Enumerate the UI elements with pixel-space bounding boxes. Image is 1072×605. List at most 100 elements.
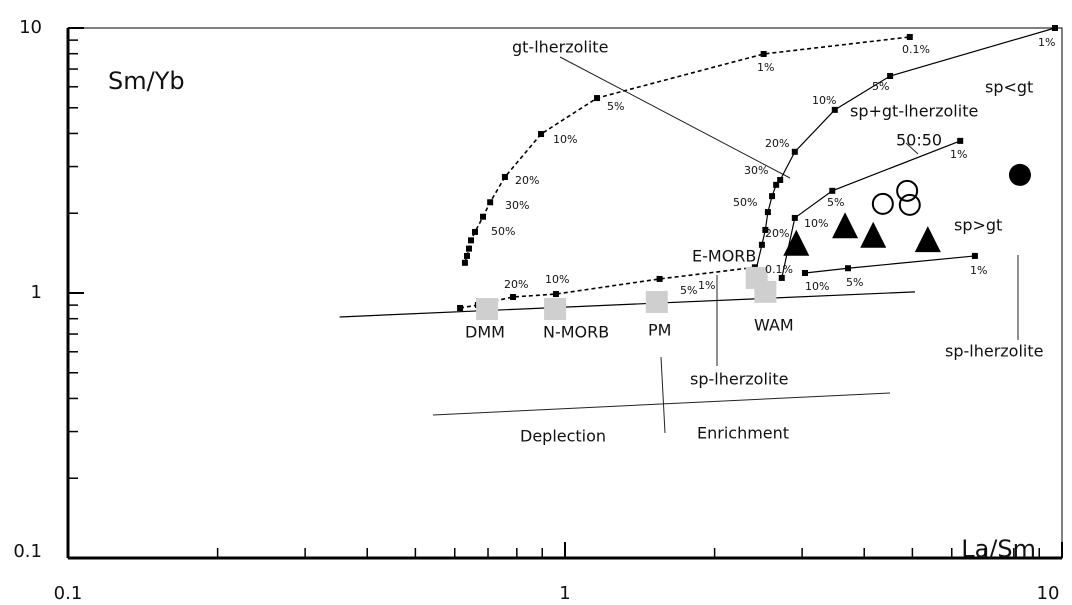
annotation: PM: [648, 321, 671, 340]
annotation: gt-lherzolite: [512, 38, 608, 57]
point: [831, 106, 838, 113]
percent-label: 10%: [805, 280, 829, 293]
trend-line: [432, 392, 891, 416]
point: [871, 192, 894, 215]
point: [777, 176, 784, 183]
point: [461, 259, 468, 266]
point: [471, 228, 478, 235]
annotation: sp-lherzolite: [945, 342, 1043, 361]
annotation: WAM: [754, 316, 794, 335]
point: [769, 193, 776, 200]
curve: [781, 140, 961, 279]
point: [538, 131, 545, 138]
percent-label: 5%: [607, 100, 624, 113]
x-tick-label: 0.1: [54, 583, 83, 604]
y-tick-label: 1: [31, 282, 42, 303]
percent-label: 50%: [491, 225, 515, 238]
percent-label: 1%: [970, 264, 987, 277]
annotation: sp+gt-lherzolite: [850, 102, 978, 121]
point: [860, 221, 887, 248]
point: [971, 252, 978, 259]
percent-label: 30%: [744, 164, 768, 177]
curve: [464, 36, 910, 264]
point: [844, 265, 851, 272]
point: [773, 181, 780, 188]
leader-line: [559, 56, 791, 179]
percent-label: 10%: [804, 217, 828, 230]
percent-label: 10%: [812, 94, 836, 107]
point: [762, 226, 769, 233]
point: [645, 290, 668, 313]
point: [480, 213, 487, 220]
point: [510, 293, 517, 300]
point: [957, 137, 964, 144]
point: [656, 275, 663, 282]
point: [476, 298, 499, 321]
point: [832, 212, 859, 239]
point: [544, 298, 567, 321]
point: [906, 33, 913, 40]
point: [552, 291, 559, 298]
annotation: 50:50: [896, 131, 942, 150]
percent-label: 30%: [505, 199, 529, 212]
x-tick-label: 1: [559, 583, 570, 604]
point: [896, 179, 919, 202]
curve: [339, 291, 915, 318]
point: [898, 193, 921, 216]
point: [1051, 25, 1058, 31]
point: [791, 214, 798, 221]
point: [487, 199, 494, 206]
percent-label: 1%: [950, 148, 967, 161]
annotation: E-MORB: [692, 247, 756, 266]
point: [760, 50, 767, 57]
percent-label: 20%: [765, 137, 789, 150]
percent-label: 20%: [765, 227, 789, 240]
annotation: N-MORB: [543, 323, 609, 342]
percent-label: 20%: [515, 174, 539, 187]
percent-label: 5%: [680, 284, 697, 297]
point: [764, 209, 771, 216]
point: [754, 280, 777, 303]
point: [801, 269, 808, 276]
annotation: sp-lherzolite: [690, 370, 788, 389]
point: [758, 241, 765, 248]
curve: [804, 255, 975, 274]
point: [457, 304, 464, 311]
percent-label: 1%: [698, 279, 715, 292]
y-tick-label: 10: [19, 17, 42, 38]
point: [463, 252, 470, 259]
point: [1008, 163, 1031, 186]
point: [829, 187, 836, 194]
y-axis-title: Sm/Yb: [108, 67, 185, 95]
percent-label: 50%: [733, 196, 757, 209]
annotation: DMM: [465, 323, 505, 342]
percent-label: 5%: [827, 196, 844, 209]
percent-label: 20%: [504, 278, 528, 291]
point: [914, 226, 941, 253]
annotation: Enrichment: [697, 424, 789, 443]
percent-label: 1%: [1038, 36, 1055, 49]
x-axis-title: La/Sm: [961, 535, 1036, 563]
point: [466, 245, 473, 252]
point: [791, 148, 798, 155]
point: [501, 173, 508, 180]
percent-label: 10%: [553, 133, 577, 146]
annotation: sp<gt: [985, 78, 1033, 97]
annotation: Deplection: [520, 427, 606, 446]
point: [783, 229, 810, 256]
point: [468, 237, 475, 244]
percent-label: 5%: [846, 276, 863, 289]
x-tick-label: 10: [1037, 583, 1060, 604]
divider-line: [660, 356, 666, 434]
percent-label: 10%: [545, 273, 569, 286]
point: [778, 274, 785, 281]
percent-label: 5%: [872, 80, 889, 93]
point: [887, 72, 894, 79]
percent-label: 0.1%: [902, 43, 930, 56]
point: [594, 95, 601, 102]
percent-label: 1%: [757, 61, 774, 74]
annotation: sp>gt: [954, 216, 1002, 235]
percent-label: 0.1%: [765, 263, 793, 276]
y-tick-label: 0.1: [13, 541, 42, 562]
